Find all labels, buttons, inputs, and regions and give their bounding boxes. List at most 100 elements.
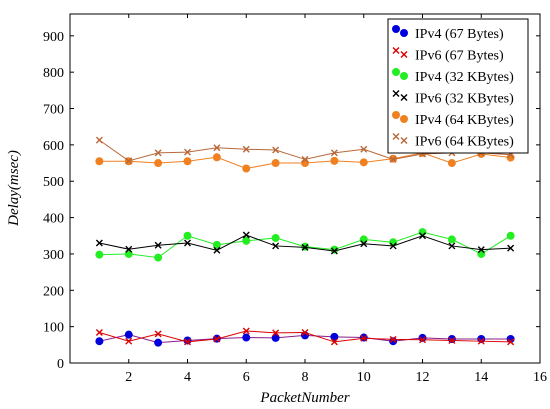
data-point <box>447 235 456 244</box>
x-tick-label: 10 <box>357 370 371 385</box>
data-point <box>183 336 192 345</box>
legend-entry: IPv6 (64 KBytes) <box>392 133 514 150</box>
legend-marker <box>400 115 408 123</box>
data-point <box>271 233 280 242</box>
y-tick-label: 600 <box>43 139 64 154</box>
data-point <box>154 149 162 157</box>
data-point <box>154 253 163 262</box>
legend-marker <box>392 90 400 97</box>
data-point <box>212 240 221 249</box>
data-point <box>506 335 515 344</box>
legend-entry: IPv4 (32 KBytes) <box>392 68 514 85</box>
data-point <box>301 243 309 251</box>
data-point <box>154 159 163 168</box>
series-layer <box>95 136 515 347</box>
legend-marker <box>392 111 400 119</box>
data-point <box>359 235 368 244</box>
legend-entry: IPv4 (64 KBytes) <box>392 111 514 128</box>
data-point <box>330 245 339 254</box>
data-point <box>242 231 250 239</box>
data-point <box>183 231 192 240</box>
data-point <box>272 329 280 337</box>
data-point <box>419 232 426 240</box>
data-point <box>330 338 338 346</box>
x-tick-label: 12 <box>416 370 430 385</box>
data-point <box>95 239 103 247</box>
data-point <box>125 337 133 345</box>
x-tick-label: 14 <box>474 370 488 385</box>
data-point <box>272 242 280 250</box>
y-tick-label: 200 <box>43 284 64 299</box>
data-point <box>330 332 339 341</box>
data-point <box>154 338 163 347</box>
y-tick-label: 100 <box>43 321 64 336</box>
data-point <box>360 240 368 248</box>
data-point <box>242 236 251 245</box>
data-point <box>213 246 221 254</box>
axis-ticks: 2 4 6 8 10 12 14 16 0 100 200 300 400 500 600 700 800 900 <box>43 14 547 385</box>
data-point <box>447 159 456 168</box>
data-point <box>271 333 280 342</box>
legend-marker <box>400 94 408 101</box>
data-point <box>95 328 103 336</box>
data-point <box>330 149 338 157</box>
data-point <box>242 145 250 153</box>
series-1 <box>95 327 515 346</box>
legend-marker <box>400 72 408 80</box>
data-point <box>359 158 368 167</box>
data-point <box>330 247 338 255</box>
data-point <box>389 155 397 163</box>
data-point <box>95 250 104 259</box>
legend-marker <box>400 51 408 58</box>
data-point <box>242 164 251 173</box>
data-point <box>124 330 133 339</box>
data-point <box>477 249 486 258</box>
data-point <box>419 336 426 344</box>
data-point <box>507 338 515 346</box>
data-point <box>183 157 192 166</box>
legend-label: IPv4 (64 KBytes) <box>415 113 514 128</box>
y-tick-label: 400 <box>43 212 64 227</box>
data-point <box>506 153 515 162</box>
legend-entry: IPv6 (67 Bytes) <box>392 47 504 64</box>
legend-marker <box>400 137 408 144</box>
data-point <box>448 336 456 344</box>
y-axis-title: Delay(msec) <box>6 150 22 227</box>
data-point <box>95 337 104 346</box>
data-point <box>301 328 309 336</box>
legend: IPv4 (67 Bytes) IPv6 (67 Bytes) IPv4 (32 K… <box>387 18 529 154</box>
legend-entry: IPv4 (67 Bytes) <box>392 25 504 42</box>
data-point <box>212 153 221 162</box>
series-3 <box>95 231 515 255</box>
data-point <box>125 157 133 165</box>
data-point <box>447 335 456 344</box>
legend-marker <box>400 29 408 37</box>
x-tick-label: 4 <box>184 370 191 385</box>
data-point <box>271 159 280 168</box>
data-point <box>448 242 456 250</box>
y-tick-label: 900 <box>43 30 64 45</box>
data-point <box>477 337 485 345</box>
data-point <box>184 239 191 247</box>
legend-label: IPv4 (32 KBytes) <box>415 70 514 85</box>
x-axis-title: PacketNumber <box>259 390 349 406</box>
data-point <box>477 246 485 254</box>
y-tick-label: 500 <box>43 175 64 190</box>
y-tick-label: 700 <box>43 103 64 118</box>
data-point <box>242 327 250 335</box>
data-point <box>95 157 104 166</box>
data-point <box>95 136 103 144</box>
legend-marker <box>392 68 400 76</box>
data-point <box>242 333 251 342</box>
data-point <box>507 244 515 252</box>
data-point <box>125 245 133 253</box>
data-point <box>389 335 397 343</box>
data-point <box>360 334 368 342</box>
data-point <box>506 231 515 240</box>
data-point <box>213 335 221 343</box>
x-tick-label: 16 <box>533 370 547 385</box>
data-point <box>272 146 280 154</box>
data-point <box>213 144 221 152</box>
legend-marker <box>392 47 400 54</box>
